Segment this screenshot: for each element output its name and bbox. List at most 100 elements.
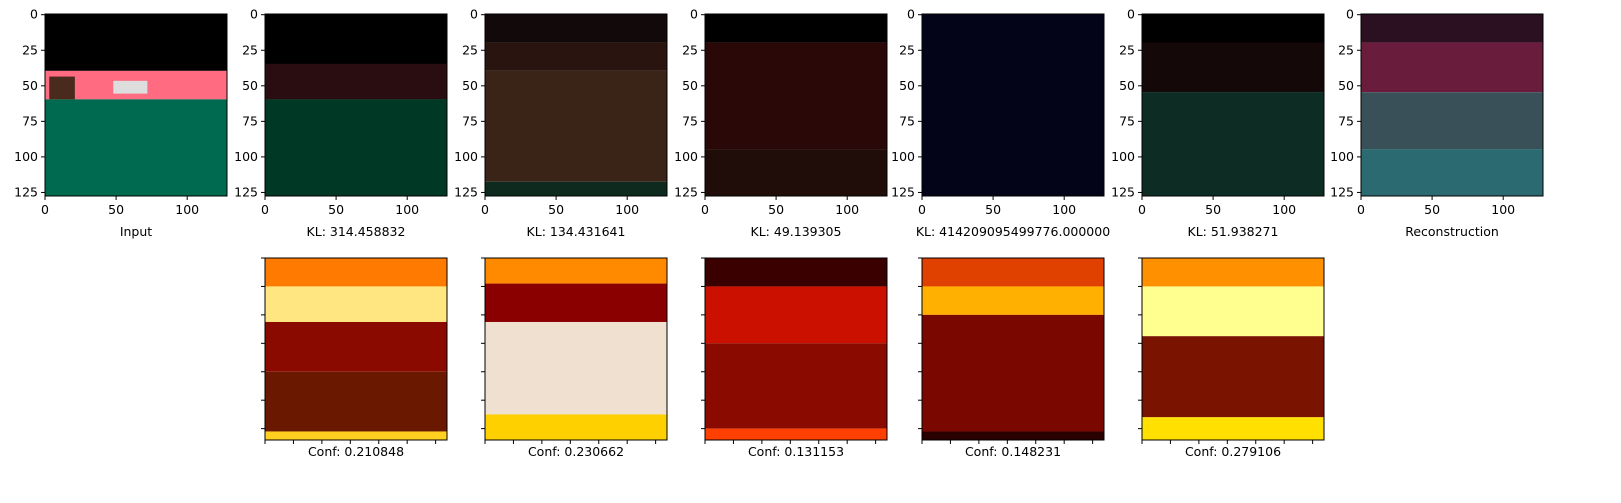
y-tick-label: 50 xyxy=(1338,78,1354,93)
image-panel: 0 50 100 0 25 50 75 100 125 Input xyxy=(14,7,228,239)
image-region xyxy=(485,181,667,196)
image-region xyxy=(705,149,887,196)
y-tick-label: 25 xyxy=(899,42,915,57)
y-tick-label: 125 xyxy=(14,184,38,199)
image-region xyxy=(1142,92,1324,196)
x-tick-label: 0 xyxy=(41,202,49,217)
image-panel: 0 50 100 0 25 50 75 100 125 Reconstruction xyxy=(1330,7,1544,239)
panel-label: Conf: 0.230662 xyxy=(528,444,624,459)
y-tick-label: 25 xyxy=(242,42,258,57)
image-region xyxy=(705,42,887,150)
heat-region xyxy=(922,258,1104,287)
x-tick-label: 0 xyxy=(1357,202,1365,217)
image-region xyxy=(45,14,227,71)
x-tick-label: 100 xyxy=(395,202,419,217)
heat-region xyxy=(265,431,447,440)
image-panel: 0 50 100 0 25 50 75 100 125 KL: 414209095499776.0… xyxy=(891,7,1110,239)
y-tick-label: 125 xyxy=(234,184,258,199)
panel-label: KL: 414209095499776.000000 xyxy=(916,224,1110,239)
y-tick-label: 0 xyxy=(907,7,915,22)
image-region xyxy=(485,14,667,43)
y-tick-label: 100 xyxy=(674,149,698,164)
heat-region xyxy=(1142,258,1324,287)
axes-frame xyxy=(264,257,448,441)
panel-label: KL: 51.938271 xyxy=(1188,224,1279,239)
image-region xyxy=(265,99,447,196)
y-tick-label: 125 xyxy=(674,184,698,199)
y-tick-label: 100 xyxy=(454,149,478,164)
panel-label: KL: 134.431641 xyxy=(527,224,626,239)
image-region xyxy=(45,99,227,196)
heat-region xyxy=(265,371,447,432)
image-panel: 0 50 100 0 25 50 75 100 125 KL: 314.458832 xyxy=(234,7,448,239)
image-region xyxy=(265,63,447,100)
y-tick-label: 100 xyxy=(14,149,38,164)
confidence-panel: Conf: 0.131153 xyxy=(701,257,888,459)
y-tick-label: 75 xyxy=(682,113,698,128)
heat-region xyxy=(485,283,667,322)
x-tick-label: 0 xyxy=(261,202,269,217)
axes-frame xyxy=(484,13,668,197)
y-tick-label: 75 xyxy=(22,113,38,128)
heat-region xyxy=(485,321,667,415)
y-tick-label: 0 xyxy=(30,7,38,22)
heat-region xyxy=(265,258,447,287)
image-region xyxy=(485,70,667,182)
image-region xyxy=(1142,42,1324,93)
x-tick-label: 50 xyxy=(1424,202,1440,217)
y-tick-label: 75 xyxy=(1338,113,1354,128)
y-tick-label: 75 xyxy=(899,113,915,128)
heat-region xyxy=(1142,417,1324,440)
heat-region xyxy=(705,343,887,429)
panel-label: Conf: 0.210848 xyxy=(308,444,404,459)
x-tick-label: 100 xyxy=(615,202,639,217)
y-tick-label: 50 xyxy=(242,78,258,93)
y-tick-label: 50 xyxy=(682,78,698,93)
heat-region xyxy=(922,431,1104,440)
confidence-panel: Conf: 0.210848 xyxy=(261,257,448,459)
heat-region xyxy=(1142,286,1324,337)
panel-label: Input xyxy=(120,224,152,239)
car xyxy=(113,80,148,94)
y-tick-label: 25 xyxy=(1119,42,1135,57)
y-tick-label: 50 xyxy=(462,78,478,93)
x-tick-label: 100 xyxy=(1272,202,1296,217)
x-tick-label: 100 xyxy=(835,202,859,217)
image-region xyxy=(1361,92,1543,150)
x-tick-label: 100 xyxy=(1491,202,1515,217)
image-region xyxy=(922,14,1104,196)
axes-frame xyxy=(44,13,228,197)
axes-frame xyxy=(1141,13,1325,197)
y-tick-label: 25 xyxy=(1338,42,1354,57)
panel-label: Conf: 0.131153 xyxy=(748,444,844,459)
y-tick-label: 25 xyxy=(682,42,698,57)
image-panel: 0 50 100 0 25 50 75 100 125 KL: 134.431641 xyxy=(454,7,668,239)
axes-frame xyxy=(1141,257,1325,441)
axes-frame xyxy=(484,257,668,441)
y-tick-label: 75 xyxy=(1119,113,1135,128)
image-panel: 0 50 100 0 25 50 75 100 125 KL: 49.139305 xyxy=(674,7,888,239)
object xyxy=(49,76,75,100)
y-tick-label: 100 xyxy=(1330,149,1354,164)
heat-region xyxy=(705,428,887,440)
x-tick-label: 50 xyxy=(108,202,124,217)
image-panel: 0 50 100 0 25 50 75 100 125 KL: 51.938271 xyxy=(1111,7,1325,239)
image-region xyxy=(485,42,667,71)
axes-frame xyxy=(921,257,1105,441)
y-tick-label: 125 xyxy=(1330,184,1354,199)
y-tick-label: 25 xyxy=(22,42,38,57)
x-tick-label: 50 xyxy=(985,202,1001,217)
panel-label: KL: 314.458832 xyxy=(307,224,406,239)
panel-label: KL: 49.139305 xyxy=(751,224,842,239)
y-tick-label: 0 xyxy=(470,7,478,22)
x-tick-label: 0 xyxy=(1138,202,1146,217)
x-tick-label: 0 xyxy=(701,202,709,217)
heat-region xyxy=(705,286,887,344)
heat-region xyxy=(1142,336,1324,418)
image-region xyxy=(1361,149,1543,196)
image-region xyxy=(1361,14,1543,43)
y-tick-label: 75 xyxy=(462,113,478,128)
image-region xyxy=(705,14,887,43)
confidence-panel: Conf: 0.230662 xyxy=(481,257,668,459)
